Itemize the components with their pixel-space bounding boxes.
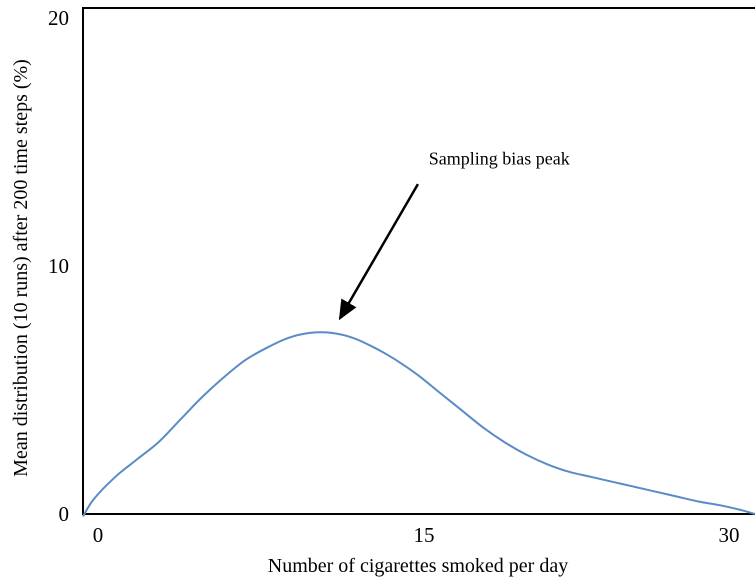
y-axis-title: Mean distribution (10 runs) after 200 ti… [10,59,32,477]
plot-frame [82,7,755,515]
x-tick-label: 15 [414,523,435,547]
series-line [82,331,755,518]
y-tick-label: 20 [48,6,69,30]
annotation-arrow [338,183,420,321]
annotation-text: Sampling bias peak [429,148,570,168]
series-group [82,331,755,518]
y-tick-label: 0 [59,502,70,526]
x-tick-label: 0 [93,523,104,547]
labels-group: 0 10 20 0 15 30 Number of cigarettes smoked pe… [10,6,740,577]
axes-group [82,7,755,515]
y-tick-label: 10 [48,254,69,278]
x-axis-title: Number of cigarettes smoked per day [268,555,568,577]
x-tick-label: 30 [719,523,740,547]
annotations-group: Sampling bias peak [338,148,570,321]
